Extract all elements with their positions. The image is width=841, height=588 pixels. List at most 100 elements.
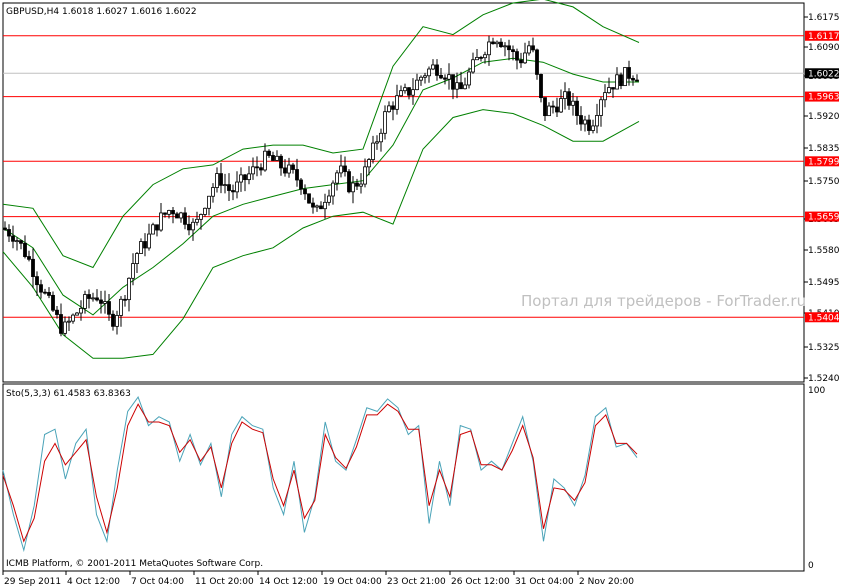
- price-chart-title: GBPUSD,H4 1.6018 1.6027 1.6016 1.6022: [6, 7, 197, 17]
- stochastic-panel: [2, 383, 805, 572]
- candle-body: [379, 132, 383, 143]
- candle-body: [563, 91, 567, 99]
- candle-body: [447, 74, 451, 80]
- candle-body: [391, 105, 395, 110]
- level-marker: [805, 30, 839, 41]
- candle-body: [419, 76, 423, 81]
- candle-body: [567, 91, 571, 106]
- candle-body: [443, 77, 447, 80]
- candle-body: [103, 301, 107, 304]
- candle-body: [395, 95, 399, 110]
- candle-body: [91, 297, 95, 300]
- candle-body: [111, 313, 115, 327]
- time-tick-label: 29 Sep 2011: [4, 577, 61, 587]
- candle-body: [427, 68, 431, 77]
- candle-body: [371, 142, 375, 160]
- candle-body: [579, 115, 583, 125]
- candle-body: [79, 307, 83, 314]
- candle-body: [327, 195, 331, 203]
- candle-body: [267, 150, 271, 156]
- candle-body: [115, 315, 119, 327]
- time-tick-label: 4 Oct 12:00: [67, 577, 120, 587]
- candle-body: [423, 75, 427, 78]
- level-label: 1.5799: [808, 157, 840, 167]
- bollinger-middle-line: [2, 57, 639, 316]
- candle-body: [631, 77, 635, 81]
- candle-body: [159, 212, 163, 231]
- candle-body: [539, 74, 543, 99]
- candle-body: [275, 155, 279, 161]
- time-tick-label: 11 Oct 20:00: [195, 577, 254, 587]
- candle-body: [223, 184, 227, 187]
- candle-body: [31, 258, 35, 277]
- candle-body: [431, 64, 435, 70]
- candle-body: [319, 205, 323, 210]
- candle-body: [523, 52, 527, 64]
- time-tick-label: 23 Oct 21:00: [387, 577, 446, 587]
- candle-body: [591, 125, 595, 131]
- candle-body: [323, 201, 327, 210]
- candle-body: [7, 229, 11, 237]
- candle-body: [607, 87, 611, 94]
- candle-body: [451, 74, 455, 90]
- candle-body: [83, 294, 87, 309]
- time-tick-label: 14 Oct 12:00: [259, 577, 318, 587]
- footer-copyright: ICMB Platform, © 2001-2011 MetaQuotes So…: [6, 559, 263, 569]
- candle-body: [123, 298, 127, 301]
- candle-body: [259, 167, 263, 171]
- candle-body: [615, 74, 619, 90]
- candle-body: [527, 45, 531, 54]
- candle-body: [291, 164, 295, 170]
- time-tick-label: 7 Oct 04:00: [131, 577, 184, 587]
- candle-body: [543, 97, 547, 117]
- price-tick-label: 1.6175: [808, 13, 840, 23]
- candle-body: [347, 171, 351, 193]
- price-grid: 1.61751.60901.60051.59201.58351.57501.56…: [2, 0, 840, 384]
- candle-body: [271, 155, 275, 161]
- candle-body: [75, 312, 79, 316]
- candle-body: [215, 173, 219, 188]
- level-label: 1.5404: [808, 313, 840, 323]
- candle-body: [59, 314, 63, 334]
- candle-body: [367, 159, 371, 168]
- candle-body: [251, 166, 255, 175]
- price-tick-label: 1.5920: [808, 112, 840, 122]
- candle-body: [355, 182, 359, 187]
- level-marker: [805, 91, 839, 102]
- bollinger-lower-line: [2, 109, 640, 359]
- candle-body: [475, 56, 479, 61]
- candle-body: [35, 276, 39, 286]
- candle-body: [603, 92, 607, 101]
- candle-body: [299, 179, 303, 190]
- candle-body: [403, 87, 407, 92]
- current-price-marker: [805, 68, 839, 79]
- level-marker: [805, 312, 839, 323]
- price-tick-label: 1.5495: [808, 278, 840, 288]
- price-tick-label: 1.5750: [808, 177, 840, 187]
- candle-body: [535, 49, 539, 75]
- candle-body: [207, 195, 211, 209]
- candle-body: [131, 263, 135, 279]
- stochastic-title: Sto(5,3,3) 61.4583 63.8363: [6, 389, 131, 399]
- candle-body: [375, 141, 379, 144]
- candle-body: [611, 87, 615, 90]
- watermark: Портал для трейдеров - ForTrader.ru: [521, 292, 806, 310]
- candle-body: [503, 45, 507, 48]
- candle-body: [155, 224, 159, 231]
- candle-body: [99, 299, 103, 304]
- price-panel: [2, 2, 805, 383]
- candle-body: [71, 314, 75, 322]
- candle-body: [311, 202, 315, 208]
- candle-body: [255, 166, 259, 169]
- level-label: 1.5659: [808, 213, 840, 223]
- candle-body: [279, 155, 283, 169]
- candle-body: [407, 87, 411, 96]
- candle-body: [387, 105, 391, 113]
- candle-body: [143, 241, 147, 249]
- candle-body: [575, 100, 579, 116]
- candle-body: [583, 119, 587, 125]
- candle-body: [27, 256, 31, 260]
- candle-body: [107, 301, 111, 315]
- time-tick-label: 19 Oct 04:00: [323, 577, 382, 587]
- candle-body: [455, 82, 459, 90]
